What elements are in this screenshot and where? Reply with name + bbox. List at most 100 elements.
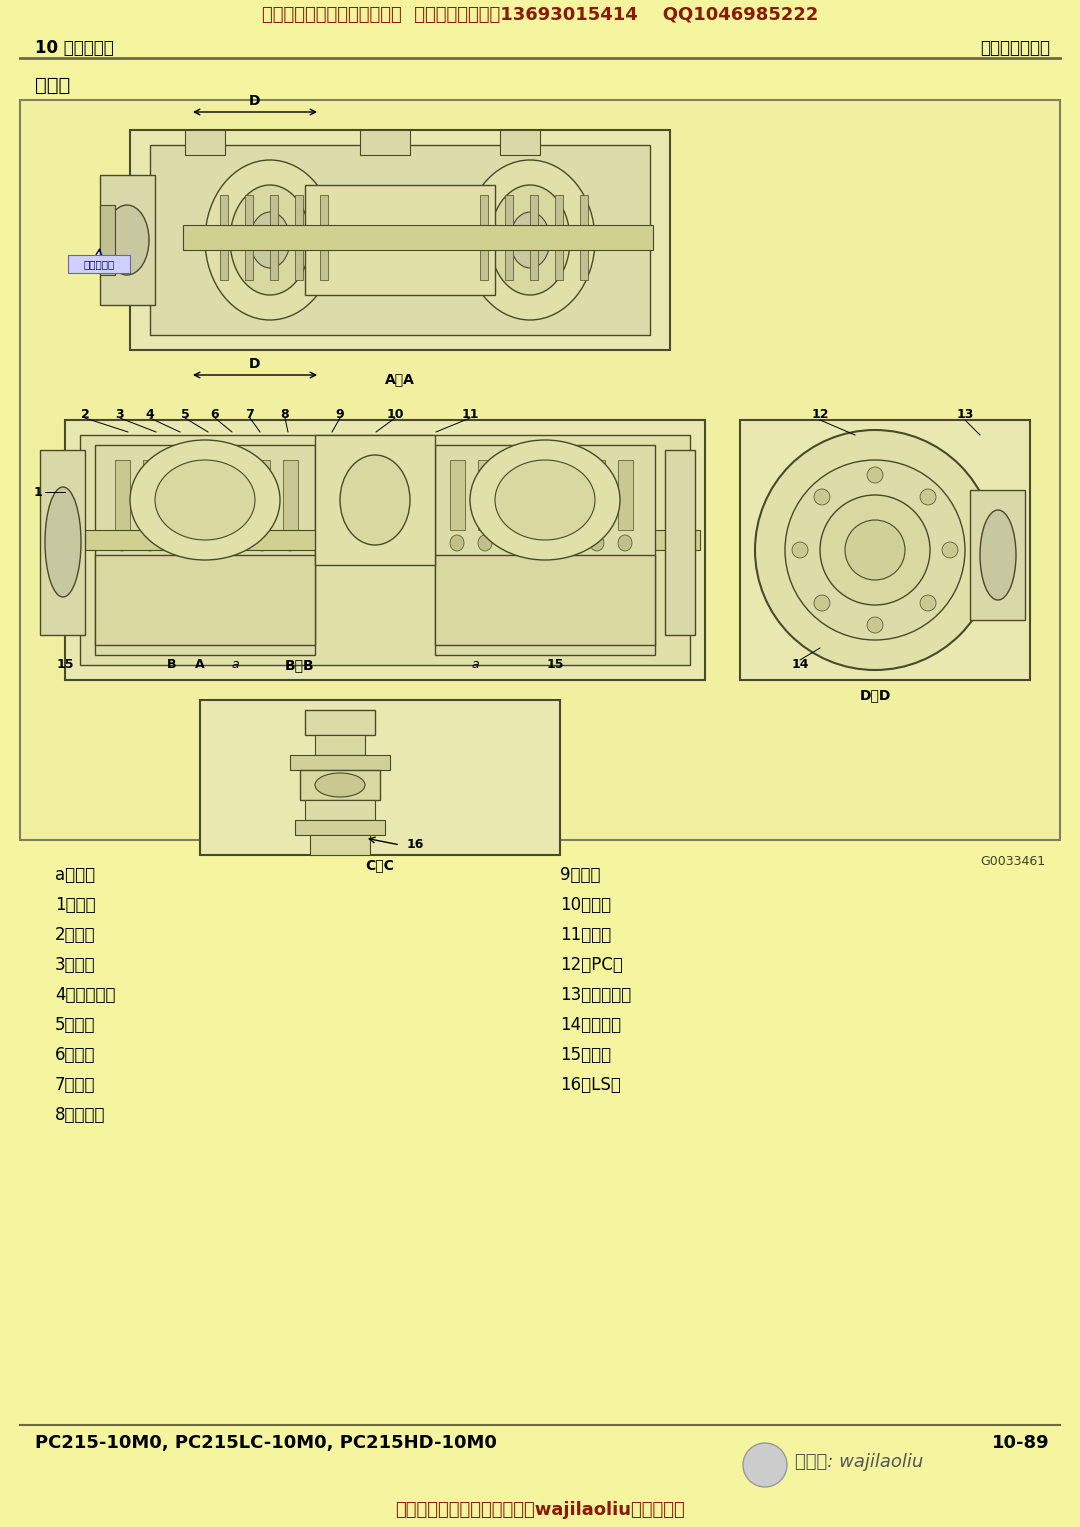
Text: PC215-10M0, PC215LC-10M0, PC215HD-10M0: PC215-10M0, PC215LC-10M0, PC215HD-10M0 [35,1434,497,1452]
Text: 微信号: wajilaoliu: 微信号: wajilaoliu [795,1454,923,1471]
Bar [305,800,375,820]
Text: 15: 15 [546,658,564,672]
Bar [300,770,380,800]
Bar [100,176,156,305]
Text: 10 结构和功能: 10 结构和功能 [35,40,113,56]
Ellipse shape [470,440,620,560]
Text: 11: 11 [461,409,478,421]
Bar [555,195,563,279]
Ellipse shape [105,205,149,275]
Ellipse shape [562,534,576,551]
Bar [95,444,315,655]
Text: 1: 1 [33,486,42,498]
Ellipse shape [315,773,365,797]
Text: 7: 7 [245,409,255,421]
Bar [435,554,654,644]
Bar [200,699,561,855]
Bar [740,420,1030,680]
Text: B: B [167,658,177,672]
Ellipse shape [478,534,492,551]
Bar [315,435,435,565]
Text: 14：滑动器: 14：滑动器 [561,1015,621,1034]
Ellipse shape [920,489,936,505]
Bar [505,195,513,279]
Bar [100,205,114,275]
Text: 12: 12 [811,409,828,421]
Ellipse shape [205,160,335,321]
Text: A－A: A－A [386,373,415,386]
Text: 9：端盖: 9：端盖 [561,866,600,884]
Text: B－B: B－B [285,658,314,672]
Bar [315,734,365,754]
Bar [68,255,130,273]
Ellipse shape [980,510,1016,600]
Ellipse shape [156,460,255,541]
Bar [114,460,130,530]
Text: 15：轴承: 15：轴承 [561,1046,611,1064]
Bar [245,195,253,279]
Text: 16：LS阀: 16：LS阀 [561,1077,621,1093]
Bar [590,460,605,530]
Ellipse shape [171,534,185,551]
Bar [478,460,492,530]
Bar [450,460,465,530]
Bar [435,444,654,655]
Bar [480,195,488,279]
Bar [143,460,158,530]
Text: 看免费维修资料、搜索关注：wajilaoliu微信公众号: 看免费维修资料、搜索关注：wajilaoliu微信公众号 [395,1501,685,1519]
Bar [270,195,278,279]
Bar [95,554,315,644]
Bar [80,435,690,664]
Text: 剖视图: 剖视图 [35,75,70,95]
Text: D－D: D－D [860,689,891,702]
Ellipse shape [785,460,966,640]
Bar [665,450,696,635]
Bar [199,460,214,530]
Bar [360,130,410,156]
Bar [185,130,225,156]
Bar [507,460,521,530]
Text: 3: 3 [116,409,124,421]
Text: 顺时针旋转: 顺时针旋转 [83,260,114,269]
Bar [171,460,186,530]
Text: 8：配油盘: 8：配油盘 [55,1106,106,1124]
Text: 7：缸体: 7：缸体 [55,1077,95,1093]
Text: 挖机老刘一提供挖机维修资料  电话（微信同号）13693015414    QQ1046985222: 挖机老刘一提供挖机维修资料 电话（微信同号）13693015414 QQ1046… [261,6,819,24]
Ellipse shape [249,212,291,269]
Ellipse shape [465,160,595,321]
Bar [130,130,670,350]
Text: G0033461: G0033461 [980,855,1045,867]
Bar [283,460,298,530]
Ellipse shape [792,542,808,557]
Ellipse shape [534,534,548,551]
Text: a: a [231,658,239,672]
Text: 10: 10 [387,409,404,421]
Text: 4：摆动凸轮: 4：摆动凸轮 [55,986,116,1003]
Text: 8: 8 [281,409,289,421]
Ellipse shape [820,495,930,605]
Text: 2：托架: 2：托架 [55,925,96,944]
Text: D: D [249,95,260,108]
Ellipse shape [199,534,213,551]
Bar [80,530,700,550]
Bar [310,835,370,855]
Bar [305,185,495,295]
Text: 1：前轴: 1：前轴 [55,896,96,915]
Circle shape [743,1443,787,1487]
Ellipse shape [114,534,129,551]
Bar [150,145,650,334]
Ellipse shape [867,467,883,483]
Ellipse shape [450,534,464,551]
Bar [534,460,549,530]
Bar [530,195,538,279]
Text: 5: 5 [180,409,189,421]
Bar [970,490,1025,620]
Text: 3：前壳: 3：前壳 [55,956,96,974]
Bar [295,195,303,279]
Text: 6: 6 [211,409,219,421]
Ellipse shape [814,489,829,505]
Bar [580,195,588,279]
Text: a: a [471,658,478,672]
Ellipse shape [230,185,310,295]
Text: 6：活塞: 6：活塞 [55,1046,95,1064]
